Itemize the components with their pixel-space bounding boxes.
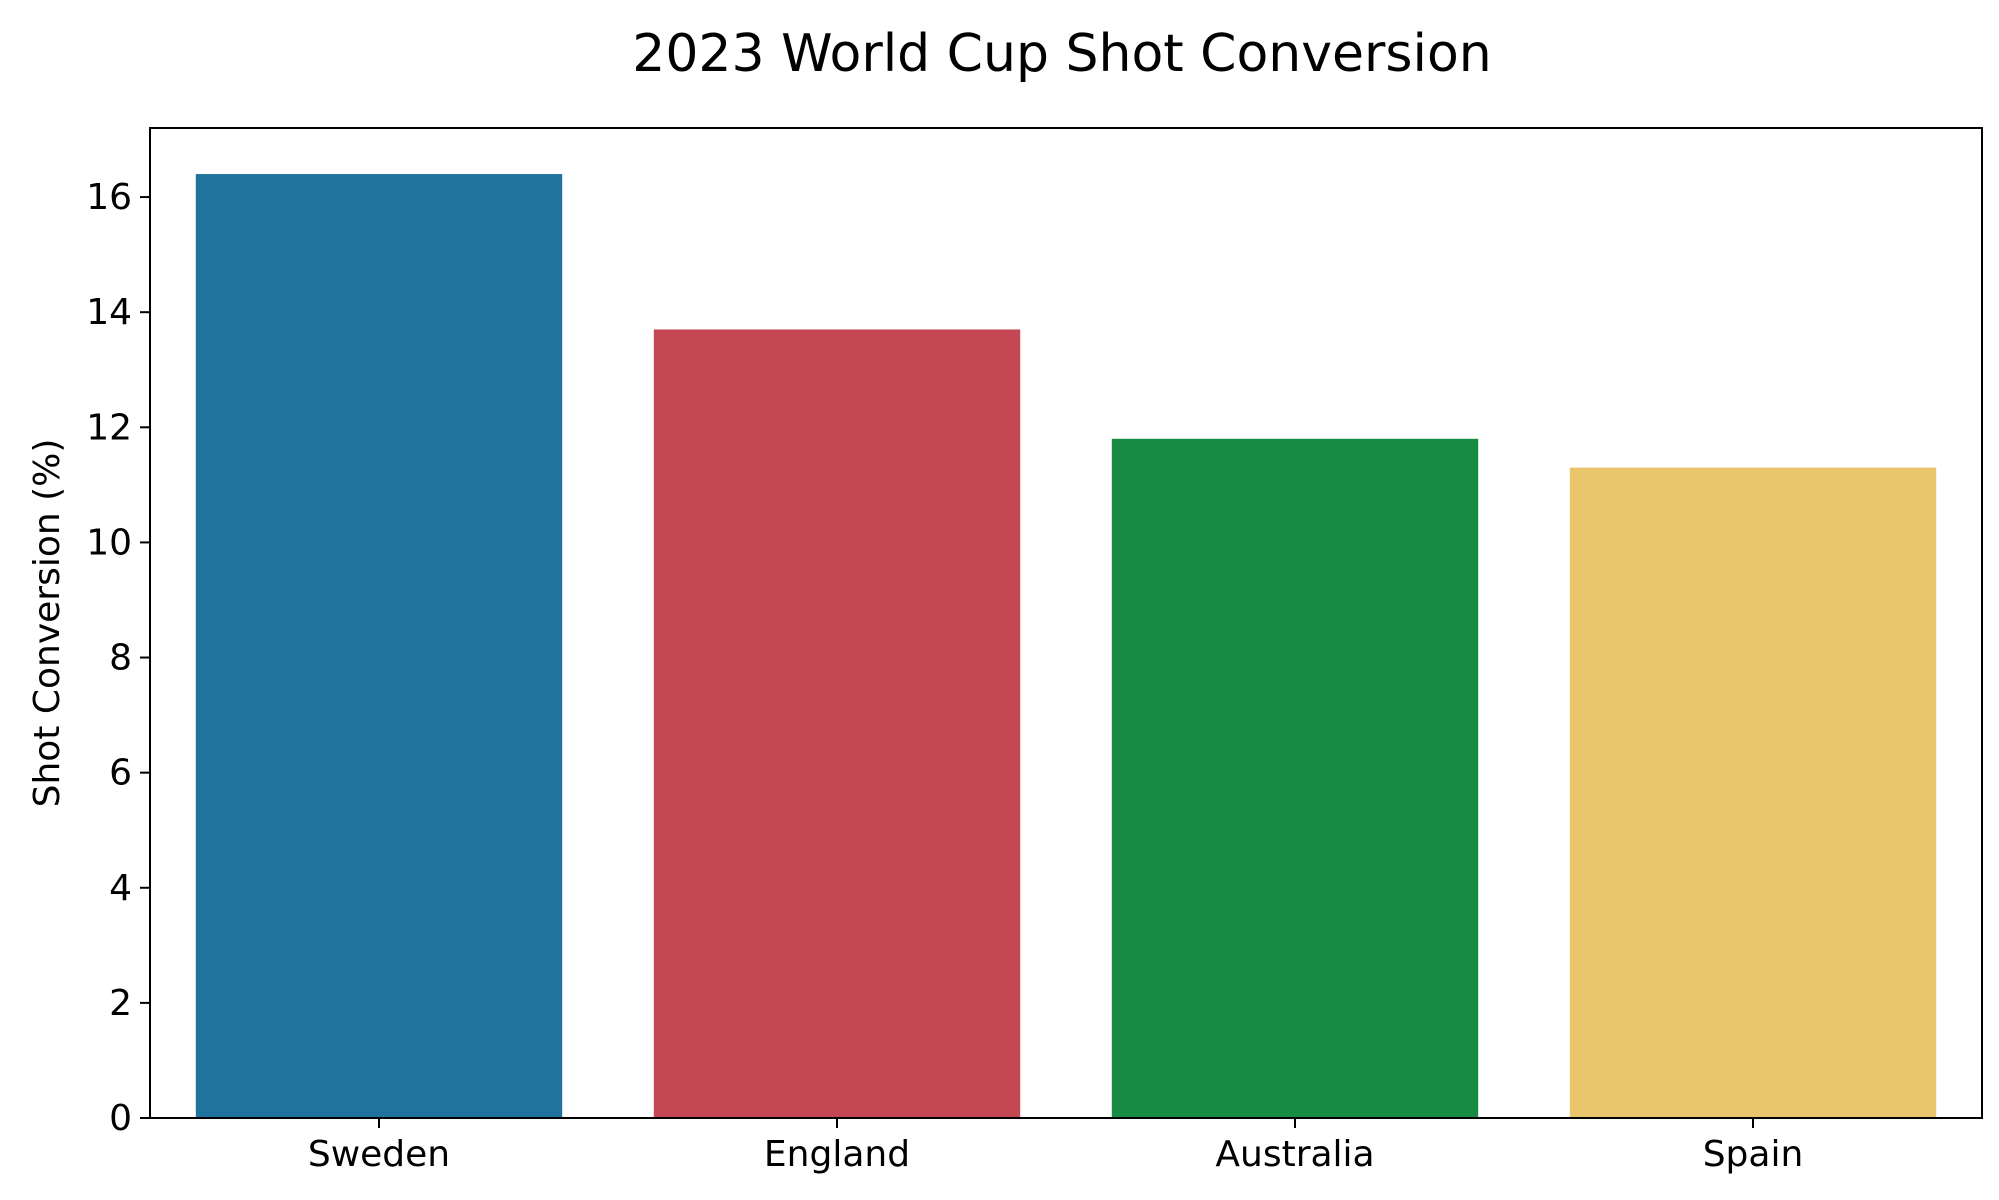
y-tick-label-8: 8 xyxy=(109,638,132,679)
bar-sweden xyxy=(195,174,563,1118)
y-tick-label-12: 12 xyxy=(86,407,132,448)
chart-title: 2023 World Cup Shot Conversion xyxy=(632,24,1491,84)
x-tick-label-spain: Spain xyxy=(1703,1134,1804,1175)
x-tick-label-england: England xyxy=(764,1134,910,1175)
bar-australia xyxy=(1111,438,1479,1118)
bars-group xyxy=(195,174,1937,1118)
y-axis-label: Shot Conversion (%) xyxy=(27,439,68,808)
x-tick-label-australia: Australia xyxy=(1215,1134,1374,1175)
bar-england xyxy=(653,329,1021,1118)
y-tick-label-6: 6 xyxy=(109,753,132,794)
y-tick-label-4: 4 xyxy=(109,868,132,909)
plot-frame xyxy=(149,127,1983,1119)
bar-spain xyxy=(1569,467,1937,1118)
y-tick-label-16: 16 xyxy=(86,177,132,218)
y-tick-label-0: 0 xyxy=(109,1098,132,1139)
y-tick-label-14: 14 xyxy=(86,292,132,333)
y-tick-label-10: 10 xyxy=(86,522,132,563)
y-tick-label-2: 2 xyxy=(109,983,132,1024)
x-tick-label-sweden: Sweden xyxy=(308,1134,450,1175)
x-axis: Sweden England Australia Spain xyxy=(308,1118,1803,1175)
y-axis: 0 2 4 6 8 10 12 14 16 xyxy=(86,177,150,1139)
